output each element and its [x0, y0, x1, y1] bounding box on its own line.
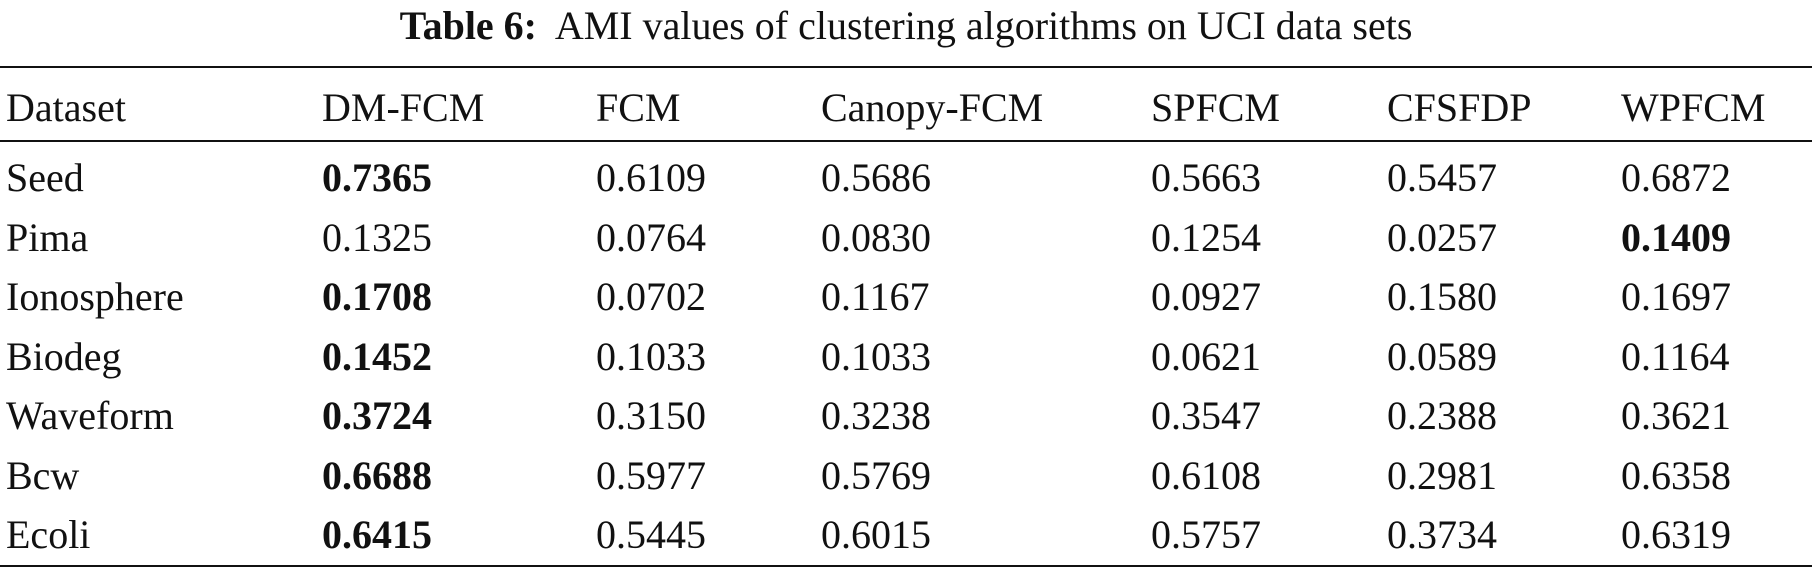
ami-value-cell: 0.6415 [322, 512, 432, 558]
ami-value-cell: 0.5686 [821, 155, 931, 201]
header-row: Dataset DM-FCM FCM Canopy-FCM SPFCM CFSF… [0, 67, 1812, 141]
ami-value-cell: 0.3150 [596, 393, 706, 439]
ami-value-cell: 0.6319 [1621, 512, 1731, 558]
table-caption: Table 6: AMI values of clustering algori… [0, 2, 1812, 50]
ami-value-cell: 0.6108 [1151, 452, 1261, 498]
ami-value-cell: 0.6358 [1621, 452, 1731, 498]
table-row: Pima 0.1325 0.0764 0.0830 0.1254 0.0257 0.1409 [0, 208, 1812, 268]
ami-value-cell: 0.6015 [821, 512, 931, 558]
ami-value-cell: 0.6688 [322, 452, 432, 498]
header-dataset: Dataset [6, 84, 126, 130]
dataset-name-cell: Ecoli [6, 512, 91, 558]
ami-value-cell: 0.5769 [821, 452, 931, 498]
table-header: Dataset DM-FCM FCM Canopy-FCM SPFCM CFSF… [0, 67, 1812, 141]
ami-value-cell: 0.1708 [322, 274, 432, 320]
header-dm-fcm: DM-FCM [322, 84, 485, 130]
header-canopy-fcm: Canopy-FCM [821, 84, 1044, 130]
dataset-name-cell: Bcw [6, 452, 80, 498]
ami-value-cell: 0.7365 [322, 155, 432, 201]
ami-value-cell: 0.1697 [1621, 274, 1731, 320]
dataset-name-cell: Ionosphere [6, 274, 184, 320]
ami-value-cell: 0.1580 [1387, 274, 1497, 320]
ami-value-cell: 0.6109 [596, 155, 706, 201]
table-row: Biodeg 0.1452 0.1033 0.1033 0.0621 0.0589 0.11… [0, 327, 1812, 387]
ami-value-cell: 0.0257 [1387, 214, 1497, 260]
ami-value-cell: 0.5757 [1151, 512, 1261, 558]
header-spfcm: SPFCM [1151, 84, 1280, 130]
caption-text: AMI values of clustering algorithms on U… [554, 3, 1413, 48]
ami-value-cell: 0.0764 [596, 214, 706, 260]
table-row: Ecoli 0.6415 0.5445 0.6015 0.5757 0.3734 0.631… [0, 505, 1812, 566]
ami-value-cell: 0.3238 [821, 393, 931, 439]
ami-value-cell: 0.2981 [1387, 452, 1497, 498]
table-row: Bcw 0.6688 0.5977 0.5769 0.6108 0.2981 0.6358 [0, 446, 1812, 506]
ami-value-cell: 0.1452 [322, 333, 432, 379]
ami-value-cell: 0.6872 [1621, 155, 1731, 201]
ami-value-cell: 0.1164 [1621, 333, 1730, 379]
ami-value-cell: 0.5977 [596, 452, 706, 498]
dataset-name-cell: Waveform [6, 393, 174, 439]
ami-value-cell: 0.3621 [1621, 393, 1731, 439]
table-row: Waveform 0.3724 0.3150 0.3238 0.3547 0.2388 0.… [0, 386, 1812, 446]
ami-value-cell: 0.3724 [322, 393, 432, 439]
ami-value-cell: 0.5445 [596, 512, 706, 558]
ami-value-cell: 0.3734 [1387, 512, 1497, 558]
dataset-name-cell: Pima [6, 214, 89, 260]
caption-label: Table 6: [399, 3, 538, 48]
ami-value-cell: 0.2388 [1387, 393, 1497, 439]
ami-value-cell: 0.1167 [821, 274, 930, 320]
ami-value-cell: 0.1254 [1151, 214, 1261, 260]
ami-value-cell: 0.0702 [596, 274, 706, 320]
ami-value-cell: 0.1325 [322, 214, 432, 260]
ami-value-cell: 0.0589 [1387, 333, 1497, 379]
ami-value-cell: 0.1409 [1621, 214, 1731, 260]
table-row: Seed 0.7365 0.6109 0.5686 0.5663 0.5457 0.6872 [0, 141, 1812, 208]
header-wpfcm: WPFCM [1621, 84, 1766, 130]
dataset-name-cell: Seed [6, 155, 84, 201]
header-cfsfdp: CFSFDP [1387, 84, 1532, 130]
dataset-name-cell: Biodeg [6, 333, 122, 379]
table-row: Ionosphere 0.1708 0.0702 0.1167 0.0927 0.1580… [0, 267, 1812, 327]
ami-value-cell: 0.5457 [1387, 155, 1497, 201]
ami-value-cell: 0.5663 [1151, 155, 1261, 201]
ami-value-cell: 0.1033 [821, 333, 931, 379]
ami-value-cell: 0.0830 [821, 214, 931, 260]
ami-value-cell: 0.0927 [1151, 274, 1261, 320]
ami-value-cell: 0.0621 [1151, 333, 1261, 379]
ami-value-cell: 0.1033 [596, 333, 706, 379]
results-table: Dataset DM-FCM FCM Canopy-FCM SPFCM CFSF… [0, 66, 1812, 567]
header-fcm: FCM [596, 84, 681, 130]
table-body: Seed 0.7365 0.6109 0.5686 0.5663 0.5457 0.6872… [0, 141, 1812, 566]
ami-value-cell: 0.3547 [1151, 393, 1261, 439]
